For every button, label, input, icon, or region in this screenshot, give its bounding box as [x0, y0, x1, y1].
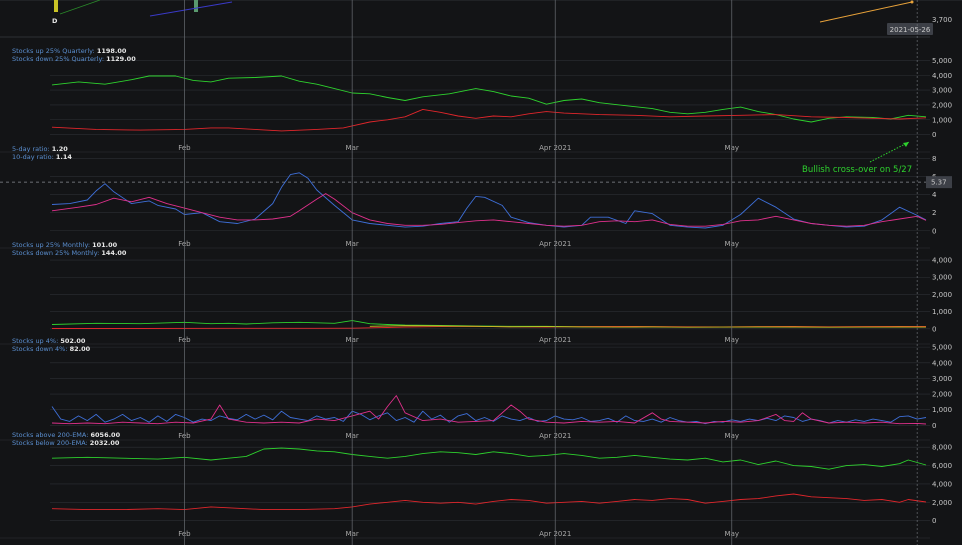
y-tick-monthly: 3,000 — [932, 274, 952, 282]
y-tick-ratios: 4 — [932, 191, 937, 199]
legend-entry-four_percent-1: Stocks down 4%: 82.00 — [12, 345, 91, 353]
top-trend-green — [59, 0, 101, 15]
chart-panels: 5,000 4,000 3,000 2,000 1,000 0 Stocks up 25% … — [0, 47, 952, 539]
legend-value: 1.14 — [56, 153, 73, 161]
legend-entry-monthly-0: Stocks up 25% Monthly: 101.00 — [12, 241, 118, 249]
y-tick-monthly: 2,000 — [932, 291, 952, 299]
legend-value: 82.00 — [70, 345, 91, 353]
legend-entry-ratios-1: 10-day ratio: 1.14 — [12, 153, 72, 161]
legend-entry-ratios-0: 5-day ratio: 1.20 — [12, 145, 68, 153]
legend-label: 5-day ratio: — [12, 145, 52, 153]
legend-value: 1198.00 — [97, 47, 127, 55]
y-tick-quarterly: 5,000 — [932, 57, 952, 65]
y-tick-four_percent: 5,000 — [932, 344, 952, 352]
date-badge-bg — [887, 23, 933, 35]
y-tick-monthly: 1,000 — [932, 308, 952, 316]
legend-entry-monthly-1: Stocks down 25% Monthly: 144.00 — [12, 249, 127, 257]
series-line-four_percent-0 — [51, 406, 927, 425]
top-candle-2 — [194, 0, 198, 12]
y-tick-ratios: 2 — [932, 209, 936, 217]
legend-value: 1129.00 — [106, 55, 136, 63]
y-tick-monthly: 0 — [932, 325, 936, 333]
legend-label: Stocks down 4%: — [12, 345, 70, 353]
legend-label: Stocks up 4%: — [12, 337, 60, 345]
top-candle-1 — [54, 0, 58, 12]
annotation-arrow — [869, 141, 910, 163]
legend-value: 101.00 — [92, 241, 118, 249]
series-line-ratios-1 — [51, 193, 927, 227]
y-tick-four_percent: 1,000 — [932, 406, 952, 414]
legend-label: Stocks down 25% Monthly: — [12, 249, 101, 257]
series-line-monthly-2 — [369, 325, 927, 328]
legend-label: Stocks up 25% Monthly: — [12, 241, 92, 249]
y-tick-four_percent: 2,000 — [932, 391, 952, 399]
legend-label: Stocks above 200-EMA: — [12, 431, 91, 439]
top-trend-blue — [149, 1, 233, 17]
legend-value: 2032.00 — [90, 439, 120, 447]
legend-entry-quarterly-0: Stocks up 25% Quarterly: 1198.00 — [12, 47, 127, 55]
legend-value: 6056.00 — [91, 431, 121, 439]
y-tick-ema200: 6,000 — [932, 462, 952, 470]
y-tick-ratios: 0 — [932, 227, 936, 235]
y-tick-monthly: 4,000 — [932, 257, 952, 265]
y-tick-ema200: 4,000 — [932, 480, 952, 488]
top-marker-label: D — [52, 17, 58, 25]
y-tick-four_percent: 3,000 — [932, 375, 952, 383]
top-trend-orange — [819, 1, 913, 23]
y-tick-quarterly: 0 — [932, 131, 936, 139]
y-tick-quarterly: 2,000 — [932, 101, 952, 109]
y-tick-quarterly: 1,000 — [932, 116, 952, 124]
legend-entry-ema200-0: Stocks above 200-EMA: 6056.00 — [12, 431, 121, 439]
panel-quarterly: 5,000 4,000 3,000 2,000 1,000 0 Stocks up 25% … — [0, 47, 952, 153]
legend-entry-quarterly-1: Stocks down 25% Quarterly: 1129.00 — [12, 55, 136, 63]
legend-entry-ema200-1: Stocks below 200-EMA: 2032.00 — [12, 439, 120, 447]
date-badge: 2021-05-26 — [890, 26, 931, 34]
y-tick-quarterly: 4,000 — [932, 72, 952, 80]
legend-label: Stocks up 25% Quarterly: — [12, 47, 97, 55]
overlay: Bullish cross-over on 5/27 — [802, 141, 912, 175]
y-tick-quarterly: 3,000 — [932, 87, 952, 95]
y-tick-four_percent: 4,000 — [932, 359, 952, 367]
legend-label: Stocks below 200-EMA: — [12, 439, 90, 447]
top-trend-end-dot — [910, 0, 914, 4]
y-tick-four_percent: 0 — [932, 422, 936, 430]
y-tick-ema200: 2,000 — [932, 499, 952, 507]
legend-value: 502.00 — [60, 337, 86, 345]
panel-ema200: 8,000 6,000 4,000 2,000 0 Stocks above 200-EM… — [0, 431, 952, 539]
annotation-arrowhead — [903, 142, 909, 147]
series-line-ema200-0 — [51, 447, 927, 470]
ref-label: 5.37 — [931, 179, 947, 187]
y-tick-ratios: 8 — [932, 155, 936, 163]
series-line-quarterly-0 — [51, 75, 927, 123]
month-gridlines — [184, 0, 918, 545]
y-tick-ema200: 8,000 — [932, 444, 952, 452]
top-price-tick: 3,700 — [932, 16, 952, 24]
legend-label: 10-day ratio: — [12, 153, 56, 161]
annotation-text: Bullish cross-over on 5/27 — [802, 165, 912, 175]
legend-label: Stocks down 25% Quarterly: — [12, 55, 106, 63]
series-line-four_percent-1 — [51, 395, 927, 425]
legend-value: 1.20 — [52, 145, 69, 153]
series-line-quarterly-1 — [51, 108, 927, 132]
series-line-ratios-0 — [51, 172, 927, 229]
series-line-monthly-1 — [52, 325, 926, 329]
legend-entry-four_percent-0: Stocks up 4%: 502.00 — [12, 337, 86, 345]
y-tick-ema200: 0 — [932, 517, 936, 525]
ref-label-bg — [926, 176, 952, 189]
legend-value: 144.00 — [101, 249, 127, 257]
